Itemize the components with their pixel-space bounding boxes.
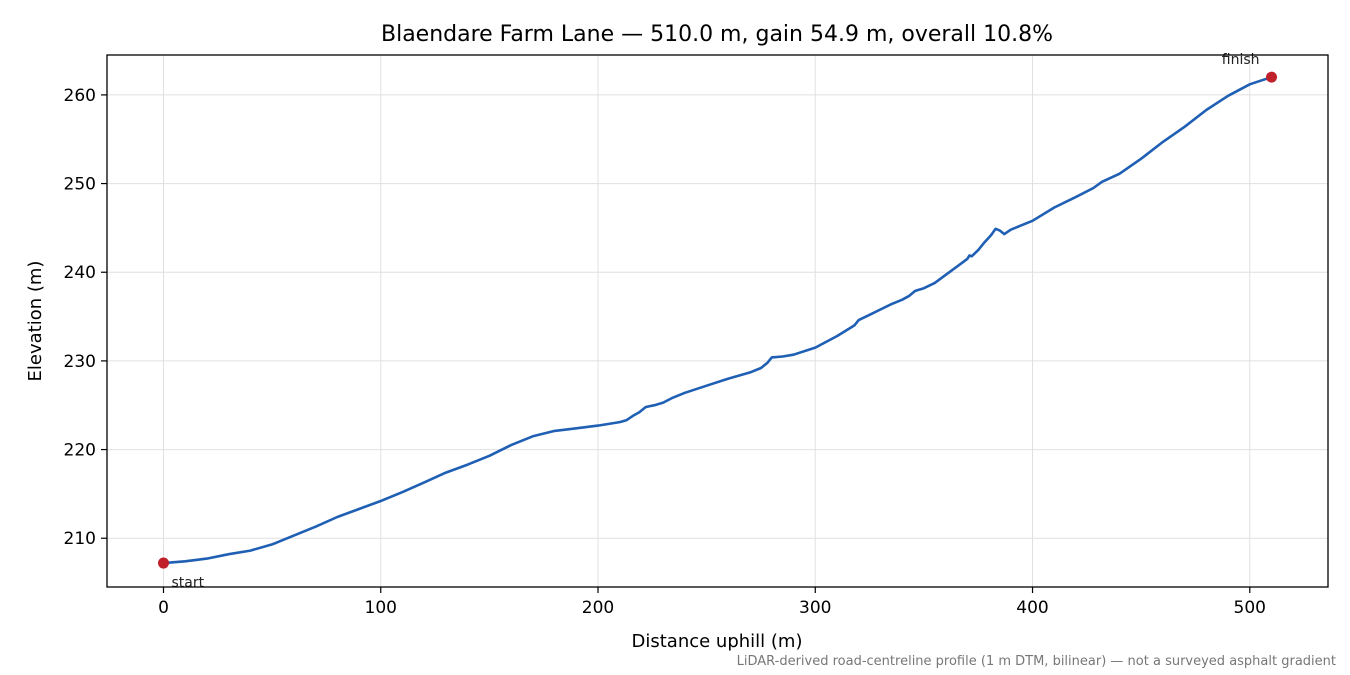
- plot-frame: [106, 54, 1329, 588]
- y-tick-label: 260: [64, 86, 96, 106]
- start-marker: [157, 557, 169, 569]
- footnote: LiDAR-derived road-centreline profile (1…: [737, 654, 1336, 669]
- axis-ticks: 0 100 200 300 400 500 210 220 230 240 250 260: [64, 86, 1266, 618]
- y-axis-label: Elevation (m): [25, 261, 46, 382]
- finish-marker: [1266, 71, 1278, 83]
- x-tick-label: 0: [158, 598, 169, 618]
- x-tick-label: 100: [365, 598, 397, 618]
- endpoint-markers: start finish: [157, 52, 1278, 591]
- chart-title: Blaendare Farm Lane — 510.0 m, gain 54.9…: [381, 22, 1053, 47]
- x-tick-label: 300: [799, 598, 831, 618]
- x-tick-label: 400: [1016, 598, 1048, 618]
- y-tick-label: 210: [64, 529, 96, 549]
- y-tick-label: 220: [64, 441, 96, 461]
- start-label: start: [171, 575, 204, 591]
- y-tick-label: 230: [64, 352, 96, 372]
- finish-label: finish: [1222, 52, 1260, 68]
- y-tick-label: 240: [64, 263, 96, 283]
- x-axis-label: Distance uphill (m): [632, 631, 803, 652]
- series-layer: [162, 75, 1273, 565]
- elevation-profile-line: [162, 75, 1273, 565]
- x-tick-label: 500: [1234, 598, 1266, 618]
- y-tick-label: 250: [64, 175, 96, 195]
- x-tick-label: 200: [582, 598, 614, 618]
- grid-lines: [107, 55, 1328, 587]
